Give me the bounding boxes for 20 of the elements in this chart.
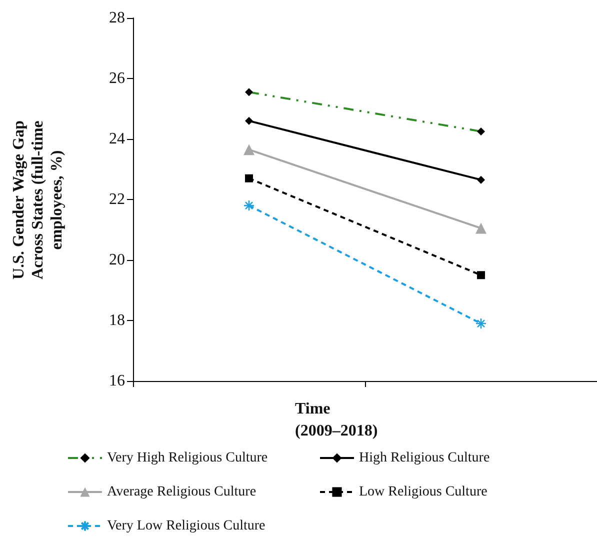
legend-label: Very Low Religious Culture <box>107 518 266 534</box>
point <box>477 176 485 184</box>
point <box>243 200 255 212</box>
legend-label: Very High Religious Culture <box>107 450 268 466</box>
y-tick-label: 16 <box>109 372 125 390</box>
x-axis-title: Time (2009–2018) <box>295 400 378 440</box>
y-axis-title: U.S. Gender Wage Gap Across States (full-time employees, %) <box>10 120 66 280</box>
legend-label: Low Religious Culture <box>359 484 488 500</box>
point <box>245 174 253 182</box>
y-tick-label: 24 <box>109 130 125 148</box>
y-tick-label: 18 <box>109 312 125 329</box>
y-tick-label: 20 <box>109 252 125 268</box>
point <box>245 116 253 125</box>
legend-label: High Religious Culture <box>359 450 490 466</box>
y-tick-label: 28 <box>109 10 125 26</box>
point <box>477 271 485 280</box>
y-tick-label: 22 <box>109 191 125 208</box>
y-tick-label: 26 <box>109 70 125 87</box>
legend-label: Average Religious Culture <box>107 484 256 500</box>
point <box>475 318 487 330</box>
